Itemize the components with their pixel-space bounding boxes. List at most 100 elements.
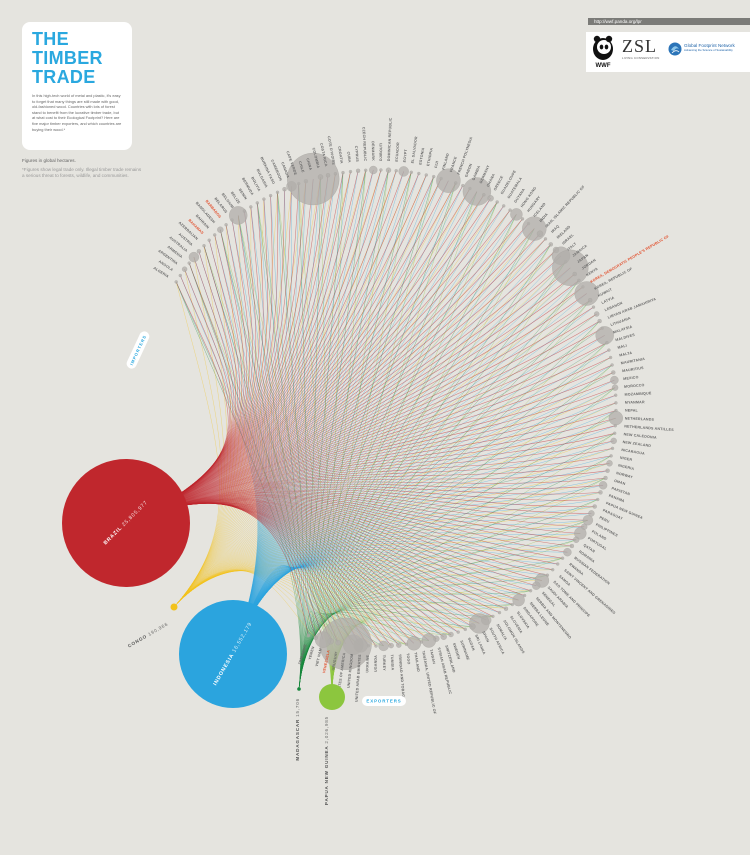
- importer-node-ireland[interactable]: [548, 242, 553, 247]
- importer-node-barbados[interactable]: [224, 223, 228, 227]
- importer-node-bermuda[interactable]: [255, 201, 259, 205]
- importer-node-benin[interactable]: [249, 205, 253, 209]
- importer-node-singapore[interactable]: [512, 593, 525, 607]
- importer-node-new-caledonia[interactable]: [613, 431, 617, 435]
- importer-node-latvia[interactable]: [591, 305, 596, 309]
- importer-node-sweden[interactable]: [448, 631, 454, 638]
- importer-node-croatia[interactable]: [341, 170, 345, 175]
- importer-node-japan[interactable]: [552, 249, 589, 286]
- importer-node-austria[interactable]: [196, 249, 202, 254]
- importer-node-samoa[interactable]: [551, 568, 555, 572]
- importer-node-niger[interactable]: [609, 454, 613, 458]
- importer-node-angola[interactable]: [178, 273, 182, 278]
- importer-node-nicaragua[interactable]: [610, 446, 615, 451]
- importer-node-uruguay[interactable]: [335, 639, 341, 646]
- importer-node-czech-republic[interactable]: [364, 168, 368, 172]
- importer-node-oman[interactable]: [603, 475, 608, 481]
- exporter-node-congo[interactable]: [170, 603, 178, 611]
- importer-node-romania[interactable]: [569, 543, 575, 549]
- importer-node-slovenia[interactable]: [503, 606, 509, 611]
- importer-node-fiji[interactable]: [432, 174, 436, 179]
- importer-node-russian-federation[interactable]: [563, 548, 572, 557]
- importer-node-peru[interactable]: [588, 510, 595, 517]
- importer-node-france[interactable]: [436, 168, 461, 193]
- importer-node-jordan[interactable]: [572, 271, 577, 277]
- importer-node-netherlands-antilles[interactable]: [613, 424, 617, 428]
- importer-node-sri-lanka[interactable]: [469, 623, 476, 630]
- importer-node-greece[interactable]: [487, 195, 494, 202]
- importer-node-belgium[interactable]: [229, 206, 248, 225]
- importer-node-panama[interactable]: [598, 490, 603, 495]
- importer-node-colombia[interactable]: [317, 174, 324, 180]
- importer-node-korea-republic-of[interactable]: [574, 281, 599, 306]
- importer-node-paraguay[interactable]: [592, 504, 597, 509]
- importer-node-zimbabwe[interactable]: [306, 633, 311, 638]
- importer-node-uganda[interactable]: [374, 644, 378, 648]
- importer-node-kenya[interactable]: [577, 278, 581, 283]
- importer-node-belize[interactable]: [242, 209, 247, 213]
- importer-node-egypt[interactable]: [398, 166, 409, 177]
- importer-node-somalia[interactable]: [491, 614, 495, 619]
- importer-node-libyan-arab-jamahiriya[interactable]: [597, 318, 602, 324]
- importer-node-tunisia[interactable]: [388, 642, 394, 649]
- importer-node-mozambique[interactable]: [614, 393, 618, 397]
- importer-node-burkina-faso[interactable]: [275, 190, 280, 194]
- importer-node-denmark[interactable]: [369, 165, 378, 175]
- importer-node-cameroon[interactable]: [282, 187, 287, 192]
- importer-node-hungary[interactable]: [520, 217, 525, 221]
- importer-node-switzerland[interactable]: [440, 633, 447, 640]
- importer-node-mali[interactable]: [607, 348, 611, 352]
- importer-node-lebanon[interactable]: [594, 311, 600, 317]
- importer-node-hong-kong[interactable]: [510, 208, 523, 221]
- importer-node-qatar[interactable]: [573, 536, 580, 543]
- importer-node-mexico[interactable]: [610, 375, 619, 385]
- importer-node-mauritania[interactable]: [610, 363, 614, 367]
- importer-node-mauritius[interactable]: [611, 370, 616, 375]
- importer-node-ethiopia[interactable]: [424, 173, 428, 177]
- importer-node-malta[interactable]: [608, 355, 613, 360]
- importer-node-china[interactable]: [287, 152, 340, 206]
- importer-node-bahrain[interactable]: [213, 233, 217, 237]
- importer-node-norway[interactable]: [605, 468, 610, 473]
- importer-node-ghana[interactable]: [482, 193, 486, 197]
- importer-node-portugal[interactable]: [574, 527, 587, 540]
- importer-node-pakistan[interactable]: [598, 481, 608, 490]
- importer-node-costa-rica[interactable]: [325, 173, 331, 178]
- importer-node-iraq[interactable]: [543, 237, 548, 241]
- importer-node-cote-d-ivoire[interactable]: [333, 172, 338, 176]
- exporter-node-png[interactable]: [319, 684, 345, 710]
- exporter-node-brazil[interactable]: [62, 459, 190, 587]
- url-bar[interactable]: http://wwf.panda.org/lpr: [588, 18, 750, 25]
- importer-node-solomon-islands[interactable]: [497, 610, 502, 615]
- importer-node-ecuador[interactable]: [394, 169, 398, 173]
- importer-node-argentina[interactable]: [181, 266, 188, 272]
- importer-node-guatemala[interactable]: [502, 204, 506, 208]
- importer-node-cyprus[interactable]: [355, 168, 361, 173]
- importer-node-turkey[interactable]: [378, 640, 389, 652]
- importer-node-sudan[interactable]: [463, 627, 467, 632]
- importer-node-new-zealand[interactable]: [610, 437, 617, 445]
- importer-node-guyana[interactable]: [508, 208, 512, 212]
- importer-node-el-salvador[interactable]: [409, 170, 413, 174]
- importer-node-thailand[interactable]: [406, 636, 422, 651]
- importer-node-azerbaijan[interactable]: [202, 244, 206, 248]
- importer-node-bangladesh[interactable]: [217, 226, 224, 233]
- exporter-node-indonesia[interactable]: [179, 600, 287, 708]
- importer-node-slovakia[interactable]: [510, 602, 514, 607]
- importer-node-french-polynesia[interactable]: [454, 181, 458, 185]
- importer-node-bahamas[interactable]: [207, 238, 211, 242]
- zsl-logo[interactable]: ZSL LIVING CONSERVATION: [622, 36, 662, 60]
- importer-node-myanmar[interactable]: [614, 401, 618, 405]
- importer-node-algeria[interactable]: [174, 280, 178, 284]
- importer-node-trinidad-and-tobago[interactable]: [396, 642, 402, 648]
- importer-node-sierra-leone[interactable]: [522, 593, 527, 598]
- importer-node-viet-nam[interactable]: [314, 631, 332, 648]
- importer-node-bolivia[interactable]: [262, 197, 266, 201]
- importer-node-australia[interactable]: [188, 251, 200, 263]
- importer-node-yemen[interactable]: [313, 635, 318, 640]
- importer-node-philippines[interactable]: [582, 515, 594, 526]
- importer-node-djibouti[interactable]: [379, 168, 383, 172]
- importer-node-dominican-republic[interactable]: [385, 167, 392, 173]
- importer-node-malaysia[interactable]: [595, 326, 614, 345]
- importer-node-bulgaria[interactable]: [268, 193, 273, 198]
